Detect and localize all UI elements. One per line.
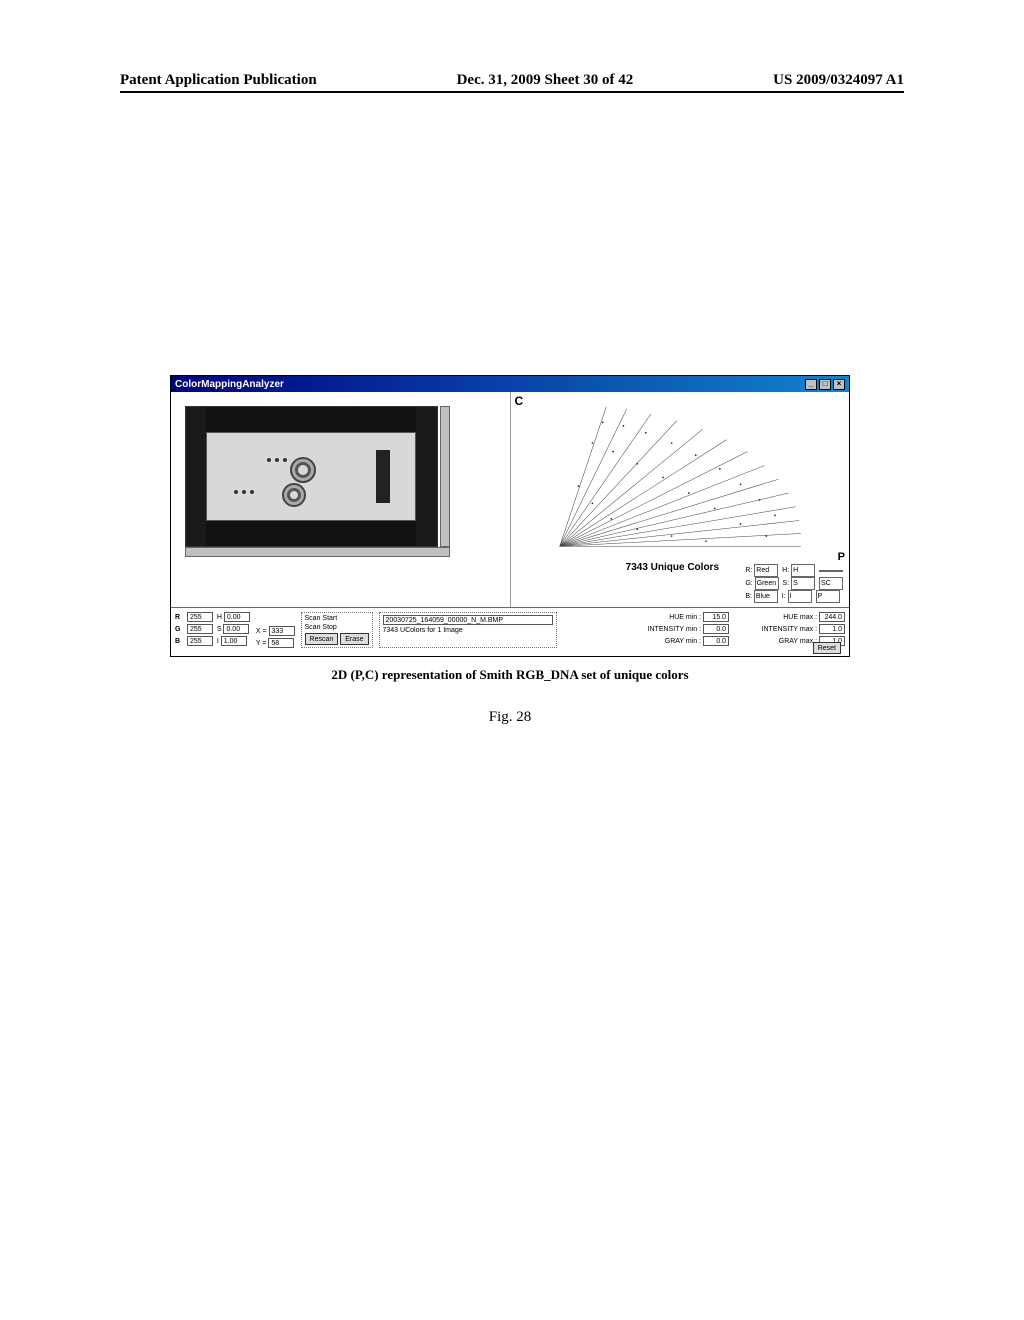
scan-stop-label: Scan Stop [305,624,337,631]
i-value[interactable]: 1.00 [221,636,247,646]
minimize-icon[interactable]: _ [805,379,817,390]
h-value[interactable]: 0.00 [224,612,250,622]
hue-min[interactable]: 15.0 [703,612,729,622]
scan-file-field[interactable]: 20030725_164059_00000_N_M.BMP [383,615,553,625]
controls-panel: R 255 H 0.00 G 255 S 0.00 B 255 I 1.00 X… [171,607,849,656]
b-value[interactable]: 255 [187,636,213,646]
gray-min[interactable]: 0.0 [703,636,729,646]
scan-info-label: 7343 UColors for 1 Image [383,627,463,634]
erase-button[interactable]: Erase [340,633,368,645]
panes: C [171,392,849,607]
p-axis-label: P [838,551,845,563]
maximize-icon[interactable]: □ [819,379,831,390]
figure-number: Fig. 28 [170,709,850,726]
figure-caption: 2D (P,C) representation of Smith RGB_DNA… [170,667,850,683]
rescan-button[interactable]: Rescan [305,633,339,645]
right-pane: C [511,392,850,607]
scan-image [185,406,438,547]
g-value[interactable]: 255 [187,624,213,634]
xy-fields: X = 333 Y = 58 [256,612,295,648]
header-mid: Dec. 31, 2009 Sheet 30 of 42 [457,72,634,89]
left-pane [171,392,511,607]
window-title: ColorMappingAnalyzer [175,379,284,390]
scrollbar-vertical[interactable] [440,406,450,547]
reset-button[interactable]: Reset [813,642,841,654]
hue-max[interactable]: 244.0 [819,612,845,622]
intensity-min[interactable]: 0.0 [703,624,729,634]
scan-start-label: Scan Start [305,615,338,622]
y-value[interactable]: 58 [268,638,294,648]
file-group: 20030725_164059_00000_N_M.BMP 7343 UColo… [379,612,557,648]
close-icon[interactable]: × [833,379,845,390]
rgb-fields: R 255 H 0.00 G 255 S 0.00 B 255 I 1.00 [175,612,250,648]
x-value[interactable]: 333 [269,626,295,636]
fan-plot [517,400,844,555]
app-window: ColorMappingAnalyzer _ □ × [170,375,850,657]
s-value[interactable]: 0.00 [223,624,249,634]
scrollbar-horizontal[interactable] [185,547,450,557]
scanner-body [206,432,416,521]
header-left: Patent Application Publication [120,72,317,89]
titlebar: ColorMappingAnalyzer _ □ × [171,376,849,392]
intensity-max[interactable]: 1.0 [819,624,845,634]
titlebar-buttons: _ □ × [805,379,845,390]
r-value[interactable]: 255 [187,612,213,622]
figure-container: ColorMappingAnalyzer _ □ × [170,375,850,726]
unique-colors-label: 7343 Unique Colors [626,562,719,573]
rgb-mini-table: R: Red H: H G: Green S: S SC B: Blue I: … [745,564,843,603]
scan-group: Scan Start Scan Stop Rescan Erase [301,612,373,648]
header-right: US 2009/0324097 A1 [773,72,904,89]
